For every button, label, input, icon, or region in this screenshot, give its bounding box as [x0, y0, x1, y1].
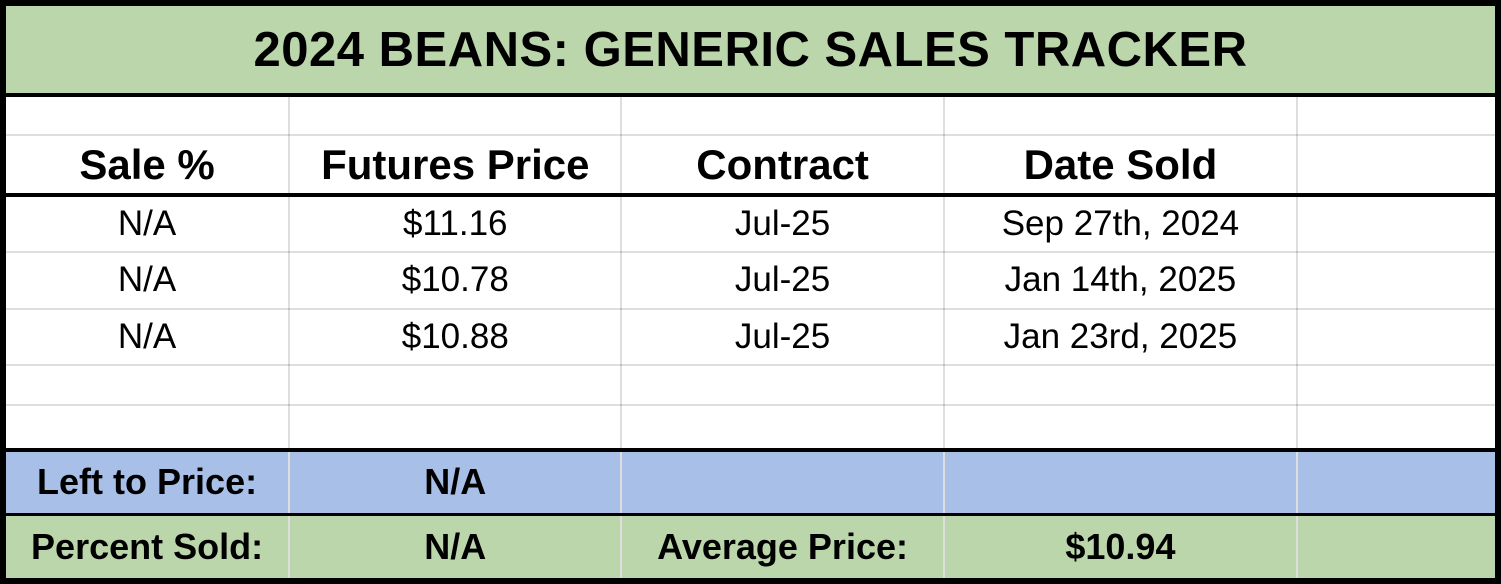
empty-cell[interactable] [1296, 94, 1499, 137]
cell-futures-price[interactable]: $10.78 [288, 251, 623, 310]
cell-sale-pct[interactable]: N/A [1, 194, 291, 254]
empty-cell[interactable] [620, 94, 945, 137]
empty-cell[interactable] [942, 404, 1299, 451]
col-header-contract[interactable]: Contract [620, 134, 945, 198]
table-row-empty [1, 404, 1499, 451]
empty-cell[interactable] [1296, 404, 1499, 451]
column-header-row: Sale % Futures Price Contract Date Sold [1, 134, 1499, 198]
col-header-date-sold[interactable]: Date Sold [942, 134, 1299, 198]
cell-sale-pct[interactable]: N/A [1, 251, 291, 310]
empty-cell[interactable] [1296, 364, 1499, 407]
empty-cell[interactable] [620, 447, 945, 516]
cell-sale-pct[interactable]: N/A [1, 307, 291, 367]
empty-cell[interactable] [1296, 513, 1499, 583]
cell-contract[interactable]: Jul-25 [620, 194, 945, 254]
cell-futures-price[interactable]: $11.16 [288, 194, 623, 254]
cell-date-sold[interactable]: Jan 14th, 2025 [942, 251, 1299, 310]
empty-cell[interactable] [942, 94, 1299, 137]
percent-sold-value[interactable]: N/A [288, 513, 623, 583]
empty-cell[interactable] [1296, 447, 1499, 516]
table-row: N/A $10.78 Jul-25 Jan 14th, 2025 [1, 251, 1499, 310]
empty-cell[interactable] [1296, 307, 1499, 367]
empty-cell[interactable] [288, 94, 623, 137]
empty-cell[interactable] [1, 94, 291, 137]
empty-cell[interactable] [1, 404, 291, 451]
table-row: N/A $10.88 Jul-25 Jan 23rd, 2025 [1, 307, 1499, 367]
empty-cell[interactable] [1296, 251, 1499, 310]
title-row: 2024 BEANS: GENERIC SALES TRACKER [3, 3, 1498, 98]
cell-futures-price[interactable]: $10.88 [288, 307, 623, 367]
empty-cell[interactable] [288, 404, 623, 451]
empty-cell[interactable] [1, 364, 291, 407]
percent-sold-label[interactable]: Percent Sold: [1, 513, 291, 583]
page-title: 2024 BEANS: GENERIC SALES TRACKER [3, 3, 1498, 98]
empty-cell[interactable] [1296, 194, 1499, 254]
empty-cell[interactable] [942, 364, 1299, 407]
left-to-price-row: Left to Price: N/A [1, 447, 1499, 516]
empty-cell[interactable] [620, 404, 945, 451]
spacer-row [1, 94, 1499, 137]
empty-cell[interactable] [942, 447, 1299, 516]
average-price-label[interactable]: Average Price: [620, 513, 945, 583]
col-header-futures-price[interactable]: Futures Price [288, 134, 623, 198]
cell-date-sold[interactable]: Sep 27th, 2024 [942, 194, 1299, 254]
left-to-price-label[interactable]: Left to Price: [1, 447, 291, 516]
col-header-empty[interactable] [1296, 134, 1499, 198]
table-row-empty [1, 364, 1499, 407]
cell-contract[interactable]: Jul-25 [620, 307, 945, 367]
empty-cell[interactable] [288, 364, 623, 407]
average-price-value[interactable]: $10.94 [942, 513, 1299, 583]
table-row: N/A $11.16 Jul-25 Sep 27th, 2024 [1, 194, 1499, 254]
cell-date-sold[interactable]: Jan 23rd, 2025 [942, 307, 1299, 367]
left-to-price-value[interactable]: N/A [288, 447, 623, 516]
col-header-sale-pct[interactable]: Sale % [1, 134, 291, 198]
empty-cell[interactable] [620, 364, 945, 407]
cell-contract[interactable]: Jul-25 [620, 251, 945, 310]
percent-sold-row: Percent Sold: N/A Average Price: $10.94 [1, 513, 1499, 583]
